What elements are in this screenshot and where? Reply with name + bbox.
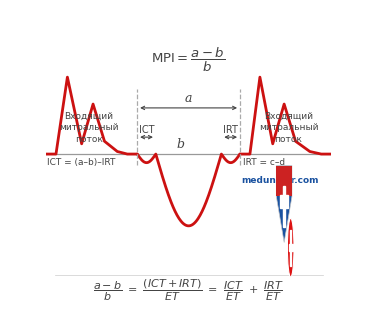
Text: IRT = c–d: IRT = c–d	[243, 158, 285, 167]
Polygon shape	[276, 166, 292, 242]
Bar	[290, 230, 291, 266]
Bar	[283, 186, 285, 227]
Text: ICT = (a–b)–IRT: ICT = (a–b)–IRT	[47, 158, 116, 167]
Text: Входящий
митральный
поток: Входящий митральный поток	[259, 112, 318, 144]
Polygon shape	[276, 166, 292, 196]
Text: b: b	[176, 138, 184, 151]
Text: $\mathrm{MPI} = \dfrac{a - b}{b}$: $\mathrm{MPI} = \dfrac{a - b}{b}$	[151, 46, 226, 75]
Text: IRT: IRT	[223, 125, 238, 135]
Text: Входящий
митральный
поток: Входящий митральный поток	[59, 112, 118, 144]
Bar	[289, 244, 293, 251]
Bar	[280, 195, 288, 208]
Text: a: a	[185, 92, 192, 105]
Text: ICT: ICT	[139, 125, 154, 135]
Circle shape	[287, 218, 294, 277]
Text: meduniver.com: meduniver.com	[241, 176, 319, 185]
Text: $\dfrac{a - b}{b}\ =\ \dfrac{(ICT + IRT)}{ET}\ =\ \dfrac{ICT}{ET}\ +\ \dfrac{IRT: $\dfrac{a - b}{b}\ =\ \dfrac{(ICT + IRT)…	[93, 277, 284, 303]
